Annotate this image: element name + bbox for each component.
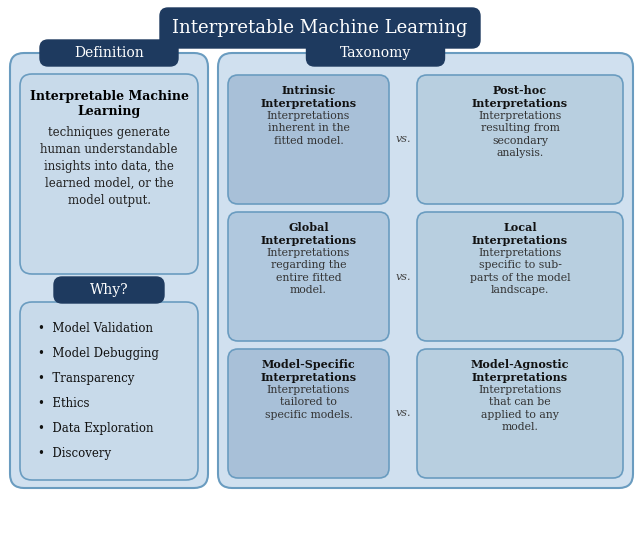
FancyBboxPatch shape — [228, 349, 389, 478]
Text: Interpretable Machine Learning: Interpretable Machine Learning — [172, 19, 468, 37]
Text: Interpretable Machine
Learning: Interpretable Machine Learning — [29, 90, 189, 118]
FancyBboxPatch shape — [20, 74, 198, 274]
Text: •  Discovery: • Discovery — [38, 447, 111, 460]
Text: Interpretations
that can be
applied to any
model.: Interpretations that can be applied to a… — [478, 385, 562, 432]
Text: vs.: vs. — [396, 408, 411, 419]
Text: Interpretations
regarding the
entire fitted
model.: Interpretations regarding the entire fit… — [267, 248, 350, 295]
FancyBboxPatch shape — [417, 349, 623, 478]
Text: Taxonomy: Taxonomy — [340, 46, 411, 60]
Text: vs.: vs. — [396, 272, 411, 281]
Text: vs.: vs. — [396, 135, 411, 144]
Text: •  Ethics: • Ethics — [38, 397, 90, 410]
Text: Model-Specific
Interpretations: Model-Specific Interpretations — [260, 359, 356, 383]
FancyBboxPatch shape — [54, 277, 164, 303]
Text: •  Transparency: • Transparency — [38, 372, 134, 385]
Text: •  Model Validation: • Model Validation — [38, 322, 153, 335]
Text: Interpretations
tailored to
specific models.: Interpretations tailored to specific mod… — [264, 385, 353, 420]
FancyBboxPatch shape — [307, 40, 445, 66]
Text: Interpretations
inherent in the
fitted model.: Interpretations inherent in the fitted m… — [267, 111, 350, 146]
FancyBboxPatch shape — [40, 40, 178, 66]
Text: Definition: Definition — [74, 46, 144, 60]
FancyBboxPatch shape — [228, 212, 389, 341]
FancyBboxPatch shape — [10, 53, 208, 488]
Text: Model-Agnostic
Interpretations: Model-Agnostic Interpretations — [471, 359, 569, 383]
Text: •  Model Debugging: • Model Debugging — [38, 347, 159, 360]
FancyBboxPatch shape — [417, 75, 623, 204]
Text: techniques generate
human understandable
insights into data, the
learned model, : techniques generate human understandable… — [40, 126, 178, 207]
FancyBboxPatch shape — [228, 75, 389, 204]
Text: Interpretations
specific to sub-
parts of the model
landscape.: Interpretations specific to sub- parts o… — [470, 248, 570, 295]
FancyBboxPatch shape — [218, 53, 633, 488]
Text: Local
Interpretations: Local Interpretations — [472, 222, 568, 246]
FancyBboxPatch shape — [20, 302, 198, 480]
Text: Intrinsic
Interpretations: Intrinsic Interpretations — [260, 85, 356, 109]
Text: Why?: Why? — [90, 283, 128, 297]
Text: Post-hoc
Interpretations: Post-hoc Interpretations — [472, 85, 568, 109]
FancyBboxPatch shape — [417, 212, 623, 341]
Text: •  Data Exploration: • Data Exploration — [38, 422, 154, 435]
Text: Global
Interpretations: Global Interpretations — [260, 222, 356, 246]
Text: Interpretations
resulting from
secondary
analysis.: Interpretations resulting from secondary… — [478, 111, 562, 158]
FancyBboxPatch shape — [160, 8, 480, 48]
